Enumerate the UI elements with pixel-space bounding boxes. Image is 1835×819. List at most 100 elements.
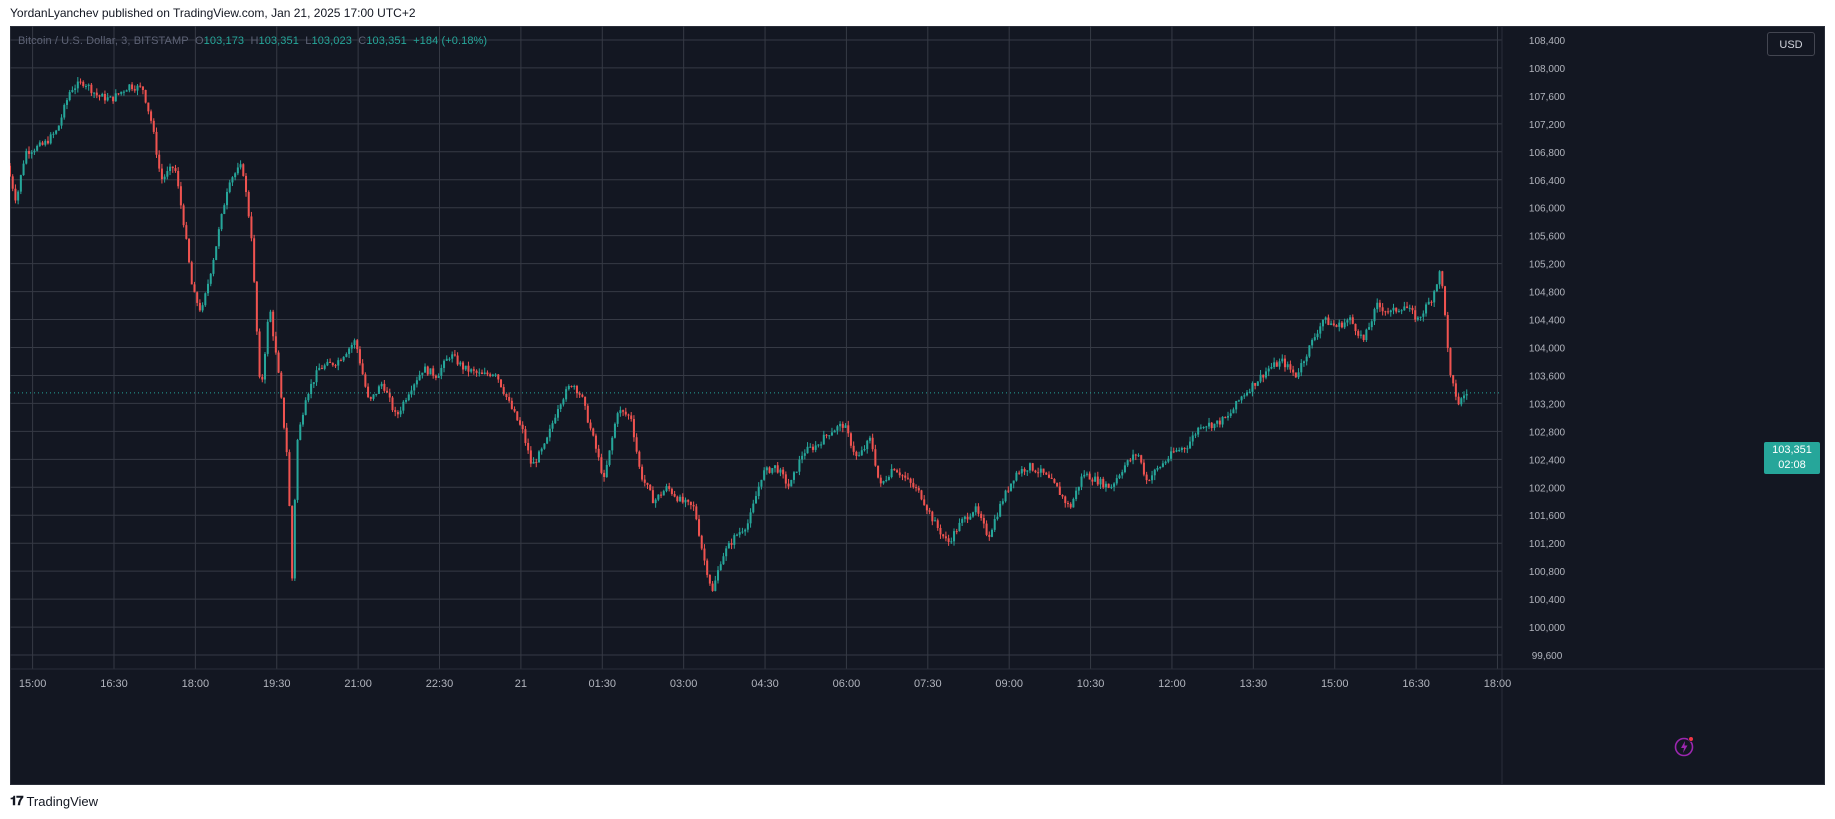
candle-body xyxy=(578,393,581,395)
candle-body xyxy=(193,284,196,293)
low-label: L xyxy=(305,35,312,47)
lightning-bolt-icon[interactable] xyxy=(1672,734,1696,758)
symbol-name: Bitcoin / U.S. Dollar, 3, BITSTAMP xyxy=(18,35,189,47)
currency-button[interactable]: USD xyxy=(1767,32,1815,56)
candle-body xyxy=(1245,392,1249,396)
candle-body xyxy=(1172,451,1175,453)
price-tick-label: 107,600 xyxy=(1529,92,1566,103)
candle-body xyxy=(74,88,77,90)
candle-body xyxy=(1061,495,1064,497)
candle-body xyxy=(1465,394,1468,396)
candle-body xyxy=(603,472,606,477)
candle-body xyxy=(1411,307,1414,311)
candle-body xyxy=(84,85,87,87)
candle-body xyxy=(1151,475,1154,481)
candle-body xyxy=(912,482,915,488)
candle-body xyxy=(1096,476,1099,485)
candle-body xyxy=(1007,490,1010,492)
candle-body xyxy=(608,450,611,465)
candle-body xyxy=(1028,463,1032,471)
candle-body xyxy=(1259,374,1262,382)
candle-body xyxy=(581,394,584,397)
candle-body xyxy=(1099,478,1102,485)
candle-body xyxy=(879,477,882,484)
candle-body xyxy=(1145,474,1148,481)
candle-body xyxy=(440,367,443,376)
candle-body xyxy=(1452,375,1455,384)
candle-body xyxy=(969,516,972,520)
candle-body xyxy=(692,505,695,507)
chart-panel[interactable] xyxy=(10,26,1825,785)
candle-body xyxy=(1416,317,1419,320)
candle-body xyxy=(462,362,465,370)
candle-body xyxy=(139,85,142,87)
candle-body xyxy=(936,520,939,528)
candle-body xyxy=(1012,480,1015,484)
last-price-tag: 103,351 02:08 xyxy=(1764,442,1820,474)
candle-body xyxy=(201,305,204,311)
candle-body xyxy=(1313,337,1316,340)
candle-body xyxy=(833,430,836,433)
price-tick-label: 100,800 xyxy=(1529,567,1566,578)
candle-body xyxy=(388,392,391,398)
candle-body xyxy=(1457,396,1460,405)
candle-body xyxy=(182,205,185,226)
candle-body xyxy=(106,97,109,101)
candle-body xyxy=(152,120,155,132)
candle-body xyxy=(546,437,549,444)
candle-body xyxy=(1463,395,1466,399)
candle-body xyxy=(1444,286,1447,316)
candle-body xyxy=(1080,476,1083,487)
candle-body xyxy=(103,94,106,101)
candle-body xyxy=(1294,372,1297,378)
candle-body xyxy=(1083,474,1086,477)
candle-body xyxy=(695,506,698,520)
time-tick-label: 15:00 xyxy=(1321,678,1349,690)
candle-body xyxy=(486,372,489,375)
candle-body xyxy=(483,372,486,375)
price-tick-label: 107,200 xyxy=(1529,120,1566,131)
candle-body xyxy=(1031,463,1034,471)
candle-body xyxy=(977,506,980,514)
candle-body xyxy=(421,372,424,375)
candle-body xyxy=(993,519,996,530)
candle-body xyxy=(220,213,223,230)
candle-body xyxy=(453,354,456,356)
price-axis: 99,600 100,000 100,400 100,800 101,200 101,60… xyxy=(1529,36,1566,662)
tradingview-logo-icon[interactable]: 𝟏𝟕 xyxy=(10,793,24,808)
time-tick-label: 18:00 xyxy=(182,678,210,690)
candle-body xyxy=(765,467,768,471)
candle-body xyxy=(212,259,215,274)
candle-body xyxy=(288,452,291,506)
candle-body xyxy=(1251,383,1254,392)
time-tick-label: 01:30 xyxy=(589,678,617,690)
candle-body xyxy=(443,360,446,368)
candle-body xyxy=(584,396,587,406)
horizontal-grid xyxy=(10,39,1502,656)
candle-body xyxy=(1324,317,1327,320)
candle-body xyxy=(1037,472,1040,474)
candle-body xyxy=(898,472,901,476)
candle-body xyxy=(1305,356,1308,362)
candle-body xyxy=(1229,413,1232,416)
candle-body xyxy=(1438,271,1441,285)
brand-name[interactable]: TradingView xyxy=(26,793,99,809)
candle-body xyxy=(432,368,435,376)
candle-body xyxy=(1332,323,1335,326)
candle-body xyxy=(649,484,652,491)
candle-body xyxy=(169,166,172,172)
time-tick-label: 22:30 xyxy=(426,678,454,690)
candle-body xyxy=(738,532,741,535)
candle-body xyxy=(128,84,131,91)
candlestick-chart[interactable]: 99,600 100,000 100,400 100,800 101,200 101,60… xyxy=(10,26,1825,785)
candle-body xyxy=(402,401,405,411)
candle-body xyxy=(779,469,782,473)
candle-body xyxy=(1389,310,1392,313)
candle-body xyxy=(613,423,616,438)
candle-body xyxy=(185,225,188,239)
candle-body xyxy=(1137,455,1140,457)
candle-body xyxy=(942,534,945,537)
candle-body xyxy=(1161,463,1164,467)
candle-body xyxy=(1297,372,1300,378)
candle-body xyxy=(272,311,275,337)
